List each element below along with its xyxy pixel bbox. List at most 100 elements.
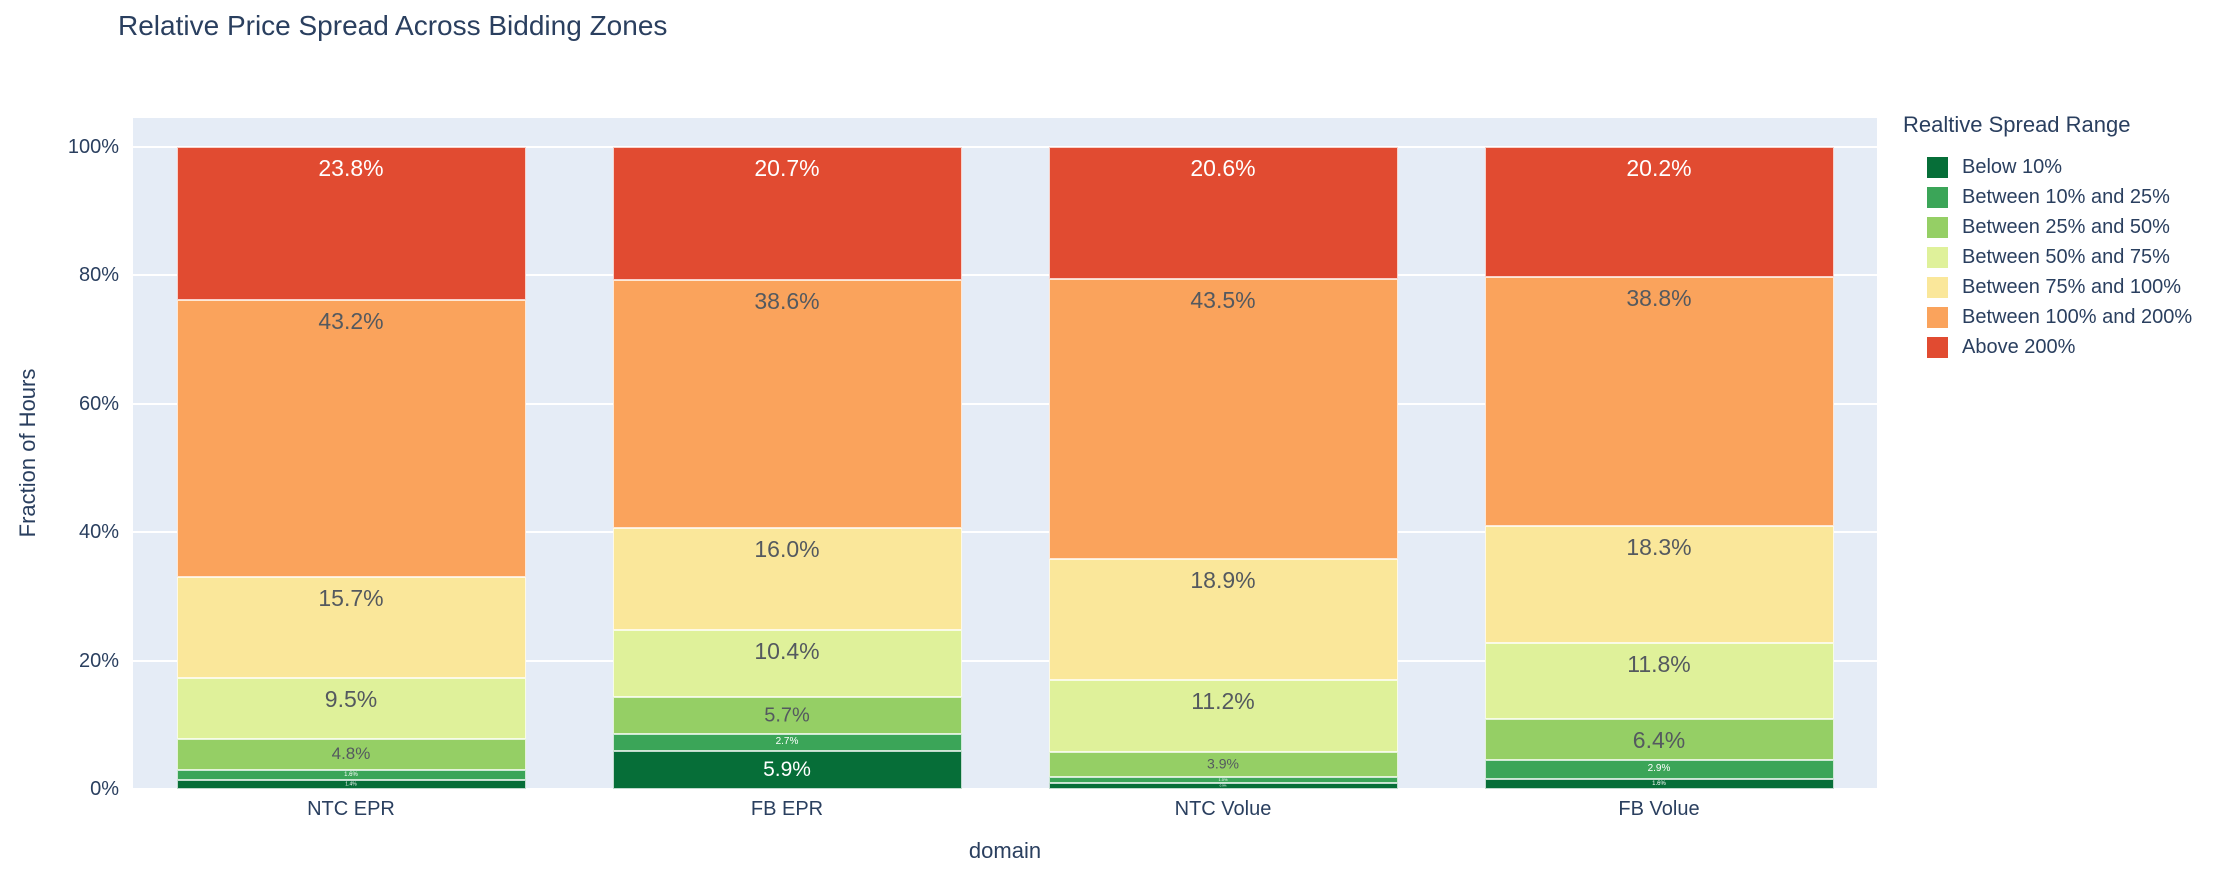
- y-tick-label: 80%: [78, 264, 119, 287]
- legend-item-below-10[interactable]: Below 10%: [1903, 152, 2223, 182]
- x-tick-label: NTC Volue: [1174, 798, 1272, 820]
- bar-segment[interactable]: 43.5%: [1048, 279, 1398, 559]
- legend-item-between-50-and-75[interactable]: Between 50% and 75%: [1903, 242, 2223, 272]
- bar-segment[interactable]: 9.5%: [176, 677, 526, 739]
- plot-inner: 1.4% 1.6% 4.8% 9.5% 15.7% 43.2% 23.8% 5.9% 2.7% 5…: [133, 146, 1877, 790]
- x-tick-label: FB Volue: [1618, 798, 1700, 820]
- gridline-20%: [133, 659, 1877, 662]
- segment-label: 4.8%: [331, 744, 371, 764]
- bar-segment[interactable]: 2.9%: [1484, 760, 1834, 779]
- segment-label: 15.7%: [318, 585, 384, 612]
- bar-ntc-epr: 1.4% 1.6% 4.8% 9.5% 15.7% 43.2% 23.8%: [176, 147, 526, 789]
- legend-item-label: Above 200%: [1962, 335, 2076, 358]
- bar-segment[interactable]: 5.9%: [612, 751, 962, 789]
- segment-label: 16.0%: [754, 535, 820, 562]
- legend: Realtive Spread Range Below 10% Between 1…: [1903, 112, 2223, 362]
- gridline-100%: [133, 146, 1877, 148]
- segment-label: 18.9%: [1190, 566, 1256, 593]
- gridline-80%: [133, 274, 1877, 277]
- legend-item-label: Between 10% and 25%: [1962, 185, 2170, 208]
- y-tick-label: 40%: [78, 521, 119, 544]
- bar-segment[interactable]: 1.0%: [1048, 776, 1398, 784]
- segment-label: 18.3%: [1626, 533, 1692, 560]
- legend-swatch-icon: [1927, 246, 1948, 268]
- bar-segment[interactable]: 4.8%: [176, 738, 526, 770]
- segment-label: 0.9%: [1219, 783, 1227, 788]
- bar-segment[interactable]: 20.2%: [1484, 147, 1834, 277]
- segment-label: 20.2%: [1626, 155, 1692, 182]
- legend-swatch-icon: [1927, 186, 1948, 208]
- bar-segment[interactable]: 11.8%: [1484, 643, 1834, 720]
- bar-segment[interactable]: 1.6%: [176, 769, 526, 781]
- bar-segment[interactable]: 43.2%: [176, 299, 526, 578]
- x-axis-title: domain: [968, 838, 1042, 863]
- bar-fb-epr: 5.9% 2.7% 5.7% 10.4% 16.0% 38.6% 20.7%: [612, 147, 962, 789]
- segment-label: 2.7%: [775, 736, 799, 748]
- segment-label: 43.2%: [318, 307, 384, 334]
- legend-item-between-100-and-200[interactable]: Between 100% and 200%: [1903, 302, 2223, 332]
- legend-item-between-75-and-100[interactable]: Between 75% and 100%: [1903, 272, 2223, 302]
- bar-segment[interactable]: 20.7%: [612, 147, 962, 280]
- bar-segment[interactable]: 18.3%: [1484, 525, 1834, 644]
- bar-fb-volue: 1.6% 2.9% 6.4% 11.8% 18.3% 38.8% 20.2%: [1484, 147, 1834, 789]
- bar-segment[interactable]: 16.0%: [612, 527, 962, 631]
- segment-label: 6.4%: [1632, 726, 1686, 753]
- y-tick-label: 100%: [67, 136, 119, 158]
- plot-area: 1.4% 1.6% 4.8% 9.5% 15.7% 43.2% 23.8% 5.9% 2.7% 5…: [133, 118, 1877, 790]
- segment-label: 1.0%: [1218, 776, 1228, 782]
- bar-segment[interactable]: 2.7%: [612, 733, 962, 752]
- segment-label: 20.6%: [1190, 155, 1256, 182]
- legend-swatch-icon: [1927, 156, 1948, 178]
- gridline-60%: [133, 402, 1877, 405]
- bar-segment[interactable]: 20.6%: [1048, 147, 1398, 280]
- bar-segment[interactable]: 23.8%: [176, 147, 526, 300]
- legend-swatch-icon: [1927, 306, 1948, 328]
- segment-label: 38.6%: [754, 287, 820, 314]
- bar-segment[interactable]: 0.9%: [1048, 783, 1398, 789]
- bar-segment[interactable]: 38.8%: [1484, 276, 1834, 526]
- segment-label: 3.9%: [1207, 755, 1239, 772]
- legend-item-label: Between 25% and 50%: [1962, 215, 2170, 238]
- legend-title: Realtive Spread Range: [1903, 112, 2131, 137]
- segment-label: 43.5%: [1190, 287, 1256, 314]
- gridline-40%: [133, 531, 1877, 534]
- chart-title: Relative Price Spread Across Bidding Zon…: [118, 10, 668, 41]
- segment-label: 2.9%: [1647, 763, 1671, 775]
- bar-segment[interactable]: 6.4%: [1484, 719, 1834, 761]
- legend-item-between-10-and-25[interactable]: Between 10% and 25%: [1903, 182, 2223, 212]
- bar-ntc-volue: 0.9% 1.0% 3.9% 11.2% 18.9% 43.5% 20.6%: [1048, 147, 1398, 789]
- legend-swatch-icon: [1927, 216, 1948, 238]
- bar-segment[interactable]: 18.9%: [1048, 558, 1398, 680]
- segment-label: 1.6%: [344, 771, 358, 778]
- segment-label: 38.8%: [1626, 284, 1692, 311]
- x-tick-label: NTC EPR: [307, 798, 395, 820]
- gridline-0%: [133, 788, 1877, 790]
- segment-label: 20.7%: [754, 155, 820, 182]
- legend-item-label: Between 100% and 200%: [1962, 305, 2193, 328]
- bar-segment[interactable]: 1.4%: [176, 780, 526, 789]
- legend-item-between-25-and-50[interactable]: Between 25% and 50%: [1903, 212, 2223, 242]
- bar-segment[interactable]: 5.7%: [612, 697, 962, 734]
- legend-item-label: Below 10%: [1962, 155, 2063, 178]
- segment-label: 5.7%: [764, 704, 810, 726]
- legend-swatch-icon: [1927, 276, 1948, 298]
- bar-segment[interactable]: 1.6%: [1484, 778, 1834, 789]
- segment-label: 11.2%: [1191, 687, 1255, 714]
- legend-item-above-200[interactable]: Above 200%: [1903, 332, 2223, 362]
- bar-segment[interactable]: 15.7%: [176, 577, 526, 678]
- x-tick-label: FB EPR: [750, 798, 824, 820]
- segment-label: 23.8%: [318, 155, 384, 182]
- y-tick-label: 0%: [90, 778, 119, 800]
- legend-swatch-icon: [1927, 336, 1948, 358]
- segment-label: 11.8%: [1627, 651, 1691, 678]
- y-tick-label: 20%: [78, 649, 119, 672]
- legend-item-label: Between 75% and 100%: [1962, 275, 2182, 298]
- bar-segment[interactable]: 38.6%: [612, 279, 962, 528]
- bar-segment[interactable]: 3.9%: [1048, 751, 1398, 777]
- legend-items: Below 10% Between 10% and 25% Between 25% …: [1903, 152, 2223, 362]
- bar-segment[interactable]: 11.2%: [1048, 679, 1398, 752]
- bar-segment[interactable]: 10.4%: [612, 630, 962, 698]
- y-tick-label: 60%: [78, 392, 119, 415]
- segment-label: 10.4%: [754, 638, 820, 665]
